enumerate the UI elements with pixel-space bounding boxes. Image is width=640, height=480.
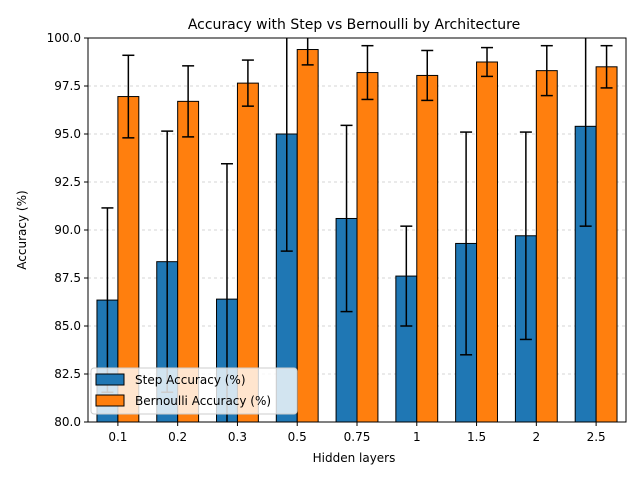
x-tick-label: 0.2 (168, 430, 187, 444)
chart-title: Accuracy with Step vs Bernoulli by Archi… (188, 17, 520, 33)
y-axis-title: Accuracy (%) (15, 190, 29, 269)
y-tick-label: 100.0 (47, 31, 81, 45)
y-axis-ticks: 80.0 82.5 85.0 87.5 90.0 92.5 95.0 97.5 100.0 (47, 31, 88, 429)
x-tick-label: 0.75 (344, 430, 371, 444)
bar-bernoulli (296, 49, 319, 423)
y-tick-label: 80.0 (54, 415, 81, 429)
y-tick-label: 85.0 (54, 319, 81, 333)
y-tick-label: 97.5 (54, 79, 81, 93)
y-tick-label: 92.5 (54, 175, 81, 189)
legend-swatch-bernoulli (95, 394, 125, 407)
x-tick-label: 1.5 (467, 430, 486, 444)
bar-bernoulli (356, 72, 379, 423)
x-tick-label: 2.5 (587, 430, 606, 444)
bar-bernoulli (416, 74, 439, 423)
legend-swatch-step (95, 373, 125, 386)
x-tick-label: 2 (533, 430, 541, 444)
bar-bernoulli (476, 61, 498, 423)
bar-bernoulli (535, 70, 558, 423)
legend-label-bernoulli: Bernoulli Accuracy (%) (135, 394, 271, 408)
x-axis-title: Hidden layers (313, 451, 396, 465)
y-tick-label: 82.5 (54, 367, 81, 381)
bars (96, 49, 618, 423)
x-axis-ticks: 0.1 0.2 0.3 0.5 0.75 1 1.5 2 2.5 (108, 422, 606, 444)
y-tick-label: 87.5 (54, 271, 81, 285)
legend: Step Accuracy (%) Bernoulli Accuracy (%) (90, 367, 298, 415)
x-tick-label: 1 (413, 430, 421, 444)
y-tick-label: 90.0 (54, 223, 81, 237)
bar-bernoulli (595, 66, 618, 423)
legend-box (90, 367, 298, 415)
x-tick-label: 0.1 (108, 430, 127, 444)
error-bars (101, 38, 613, 422)
y-tick-label: 95.0 (54, 127, 81, 141)
x-tick-label: 0.3 (228, 430, 247, 444)
legend-label-step: Step Accuracy (%) (135, 373, 246, 387)
x-tick-label: 0.5 (288, 430, 307, 444)
